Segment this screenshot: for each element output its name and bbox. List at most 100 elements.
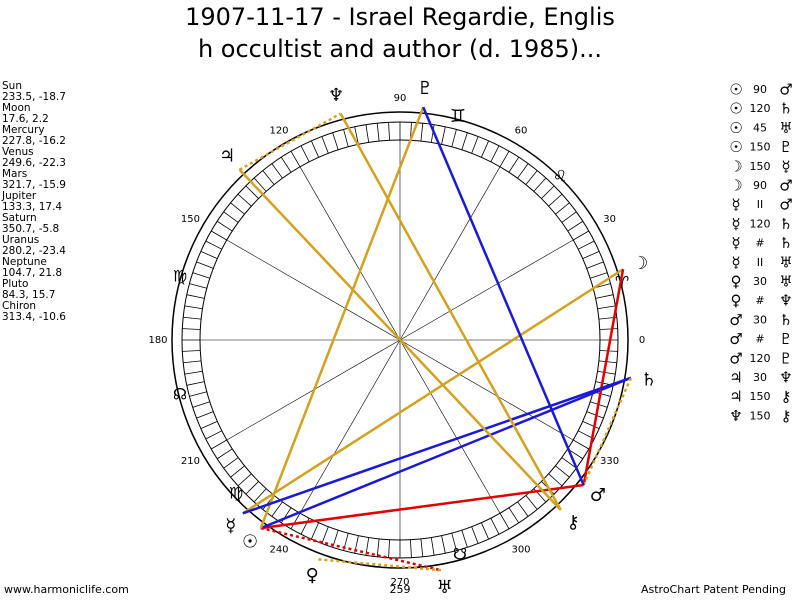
ring-tick bbox=[410, 539, 412, 558]
aspect-kind: 30 bbox=[753, 371, 767, 384]
ring-tick bbox=[290, 513, 301, 529]
ring-tick bbox=[533, 177, 547, 192]
ring-tick bbox=[189, 391, 207, 397]
ring-tick bbox=[182, 328, 201, 330]
ring-tick bbox=[599, 328, 618, 330]
ring-tick bbox=[290, 151, 301, 167]
planet-glyph: ♀ bbox=[306, 565, 319, 586]
aspect-kind: 150 bbox=[750, 390, 771, 403]
ring-tick bbox=[586, 261, 604, 269]
planet-name: Saturn bbox=[2, 212, 37, 224]
aspect-a: ♂ bbox=[729, 349, 742, 367]
ring-tick bbox=[451, 533, 457, 551]
spoke bbox=[399, 166, 501, 341]
planet-glyph: ♆ bbox=[328, 85, 344, 106]
planet-name: Mars bbox=[2, 168, 27, 180]
aspect-a: ☉ bbox=[729, 119, 742, 137]
ring-tick bbox=[376, 538, 380, 557]
ring-tick bbox=[548, 193, 563, 207]
aspect-a: ♂ bbox=[729, 330, 742, 348]
ring-tick bbox=[388, 539, 390, 558]
planet-position: 249.6, -22.3 bbox=[2, 157, 66, 169]
planet-position: 280.2, -23.4 bbox=[2, 245, 66, 257]
spoke bbox=[399, 339, 501, 514]
outer-circle bbox=[171, 111, 629, 569]
aspect-kind: II bbox=[757, 198, 764, 211]
planet-name: Jupiter bbox=[1, 190, 37, 202]
spoke bbox=[299, 339, 401, 514]
aspect-line bbox=[242, 268, 624, 515]
aspect-kind: # bbox=[755, 294, 764, 307]
aspect-line bbox=[260, 376, 632, 530]
planet-position: 17.6, 2.2 bbox=[2, 113, 49, 125]
ring-tick bbox=[365, 124, 370, 143]
ring-tick bbox=[480, 140, 490, 158]
sign-glyph: ☋ bbox=[453, 545, 467, 564]
ring-tick bbox=[184, 305, 203, 310]
aspect-a: ♀ bbox=[731, 273, 742, 291]
aspect-a: ☿ bbox=[731, 253, 740, 271]
aspect-a: ☉ bbox=[729, 100, 742, 118]
aspect-b: ♄ bbox=[779, 215, 792, 233]
planet-position: 133.3, 17.4 bbox=[2, 201, 62, 213]
sign-glyph: ♍ bbox=[229, 484, 243, 503]
ring-tick bbox=[573, 230, 589, 241]
sign-glyph: ☊ bbox=[173, 385, 187, 404]
ring-tick bbox=[192, 401, 210, 408]
aspect-a: ☿ bbox=[731, 215, 740, 233]
ring-tick bbox=[517, 163, 529, 179]
ring-tick bbox=[499, 513, 510, 529]
aspect-b: ⚷ bbox=[781, 388, 792, 406]
ring-tick bbox=[461, 530, 468, 548]
aspect-line bbox=[242, 376, 632, 515]
footer-left: www.harmoniclife.com bbox=[4, 583, 129, 596]
planet-name: Neptune bbox=[2, 256, 47, 268]
planet-glyph: ☿ bbox=[225, 516, 236, 537]
aspect-b: ♆ bbox=[779, 292, 792, 310]
spoke bbox=[226, 239, 401, 341]
aspect-a: ☿ bbox=[731, 234, 740, 252]
spoke bbox=[399, 239, 574, 341]
ring-tick bbox=[430, 537, 435, 556]
spoke bbox=[299, 166, 401, 341]
aspect-kind: 90 bbox=[753, 83, 767, 96]
ring-tick bbox=[561, 457, 577, 469]
aspect-kind: 150 bbox=[750, 409, 771, 422]
ring-tick bbox=[471, 526, 479, 544]
ring-tick bbox=[354, 126, 359, 145]
aspect-kind: # bbox=[755, 237, 764, 250]
ring-tick bbox=[499, 151, 510, 167]
ring-tick bbox=[590, 272, 608, 279]
ring-tick bbox=[517, 501, 529, 517]
planet-name: Sun bbox=[2, 80, 22, 92]
ring-tick bbox=[321, 136, 329, 154]
ring-tick bbox=[480, 522, 490, 540]
aspect-b: ♇ bbox=[779, 330, 792, 348]
ring-tick bbox=[205, 240, 222, 250]
ring-tick bbox=[525, 495, 538, 510]
ring-tick bbox=[223, 457, 239, 469]
degree-label: 180 bbox=[148, 335, 167, 346]
aspect-line bbox=[582, 269, 625, 486]
aspect-kind: 30 bbox=[753, 313, 767, 326]
sign-glyph: ♍ bbox=[173, 267, 187, 286]
ring-tick bbox=[237, 193, 252, 207]
footer-right: AstroChart Patent Pending bbox=[641, 583, 786, 596]
ring-tick bbox=[196, 261, 214, 269]
ring-tick bbox=[230, 202, 245, 215]
aspect-a: ☽ bbox=[729, 177, 742, 195]
aspect-line bbox=[582, 377, 633, 486]
aspect-kind: 150 bbox=[750, 141, 771, 154]
ring-tick bbox=[582, 420, 600, 430]
aspect-kind: 30 bbox=[753, 275, 767, 288]
ring-tick bbox=[376, 123, 380, 142]
ring-tick bbox=[321, 526, 329, 544]
planet-position: 350.7, -5.8 bbox=[2, 223, 59, 235]
aspect-b: ♆ bbox=[779, 369, 792, 387]
ring-tick bbox=[561, 211, 577, 223]
degree-label: 270 bbox=[390, 577, 409, 588]
ring-tick bbox=[567, 220, 584, 232]
ring-tick bbox=[310, 522, 320, 540]
